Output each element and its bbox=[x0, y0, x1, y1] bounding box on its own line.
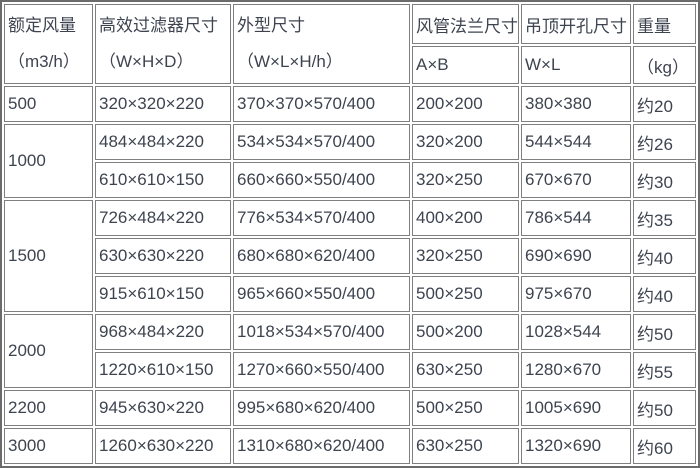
cell-weight: 约60 bbox=[633, 428, 696, 464]
header-filter-size-unit: （W×H×D） bbox=[99, 52, 194, 71]
cell-flange-size: 400×200 bbox=[412, 200, 519, 236]
cell-opening-size: 544×544 bbox=[521, 124, 631, 160]
cell-rated-flow: 1500 bbox=[4, 200, 93, 312]
table-row: 915×610×150 965×660×550/400 500×250 975×… bbox=[4, 276, 696, 312]
cell-weight: 约20 bbox=[633, 86, 696, 122]
cell-outer-size: 534×534×570/400 bbox=[233, 124, 410, 160]
cell-weight: 约50 bbox=[633, 390, 696, 426]
cell-outer-size: 1270×660×550/400 bbox=[233, 352, 410, 388]
cell-outer-size: 1310×680×620/400 bbox=[233, 428, 410, 464]
table-row: 2200 945×630×220 995×680×620/400 500×250… bbox=[4, 390, 696, 426]
cell-outer-size: 680×680×620/400 bbox=[233, 238, 410, 274]
cell-filter-size: 610×610×150 bbox=[95, 162, 231, 198]
cell-weight: 约50 bbox=[633, 314, 696, 350]
cell-opening-size: 690×690 bbox=[521, 238, 631, 274]
table-row: 610×610×150 660×660×550/400 320×250 670×… bbox=[4, 162, 696, 198]
cell-flange-size: 500×250 bbox=[412, 276, 519, 312]
table-row: 630×630×220 680×680×620/400 320×250 690×… bbox=[4, 238, 696, 274]
cell-opening-size: 975×670 bbox=[521, 276, 631, 312]
cell-filter-size: 915×610×150 bbox=[95, 276, 231, 312]
cell-flange-size: 320×250 bbox=[412, 238, 519, 274]
header-flange-size-unit: A×B bbox=[412, 46, 519, 84]
cell-weight: 约40 bbox=[633, 238, 696, 274]
cell-filter-size: 320×320×220 bbox=[95, 86, 231, 122]
cell-opening-size: 1028×544 bbox=[521, 314, 631, 350]
cell-rated-flow: 2000 bbox=[4, 314, 93, 388]
cell-opening-size: 1280×670 bbox=[521, 352, 631, 388]
header-weight-unit: （kg） bbox=[633, 46, 696, 84]
cell-flange-size: 630×250 bbox=[412, 352, 519, 388]
cell-weight: 约40 bbox=[633, 276, 696, 312]
cell-weight: 约55 bbox=[633, 352, 696, 388]
cell-opening-size: 380×380 bbox=[521, 86, 631, 122]
cell-rated-flow: 1000 bbox=[4, 124, 93, 198]
cell-filter-size: 484×484×220 bbox=[95, 124, 231, 160]
cell-opening-size: 670×670 bbox=[521, 162, 631, 198]
cell-flange-size: 320×250 bbox=[412, 162, 519, 198]
header-row-1: 额定风量 （m3/h） 高效过滤器尺寸 （W×H×D） 外型尺寸 （W×L×H/… bbox=[4, 4, 696, 84]
header-outer-size-unit: （W×L×H/h） bbox=[237, 52, 343, 71]
cell-flange-size: 320×200 bbox=[412, 124, 519, 160]
header-filter-size-title: 高效过滤器尺寸 bbox=[99, 16, 218, 35]
cell-flange-size: 200×200 bbox=[412, 86, 519, 122]
header-rated-flow: 额定风量 （m3/h） bbox=[4, 4, 93, 84]
cell-outer-size: 370×370×570/400 bbox=[233, 86, 410, 122]
cell-outer-size: 1018×534×570/400 bbox=[233, 314, 410, 350]
cell-flange-size: 500×200 bbox=[412, 314, 519, 350]
cell-filter-size: 1260×630×220 bbox=[95, 428, 231, 464]
cell-flange-size: 500×250 bbox=[412, 390, 519, 426]
header-opening-size-title: 吊顶开孔尺寸 bbox=[521, 4, 631, 44]
cell-weight: 约26 bbox=[633, 124, 696, 160]
cell-filter-size: 945×630×220 bbox=[95, 390, 231, 426]
cell-filter-size: 630×630×220 bbox=[95, 238, 231, 274]
table-row: 3000 1260×630×220 1310×680×620/400 630×2… bbox=[4, 428, 696, 464]
cell-outer-size: 776×534×570/400 bbox=[233, 200, 410, 236]
cell-opening-size: 1320×690 bbox=[521, 428, 631, 464]
header-weight-title: 重量 bbox=[633, 4, 696, 44]
cell-filter-size: 726×484×220 bbox=[95, 200, 231, 236]
header-rated-flow-unit: （m3/h） bbox=[8, 52, 80, 71]
table-row: 2000 968×484×220 1018×534×570/400 500×20… bbox=[4, 314, 696, 388]
cell-flange-size: 630×250 bbox=[412, 428, 519, 464]
cell-weight: 约30 bbox=[633, 162, 696, 198]
cell-rated-flow: 3000 bbox=[4, 428, 93, 464]
cell-filter-size: 1220×610×150 bbox=[95, 352, 231, 388]
cell-outer-size: 995×680×620/400 bbox=[233, 390, 410, 426]
header-row-2: A×B W×L （kg） bbox=[4, 46, 696, 84]
cell-outer-size: 660×660×550/400 bbox=[233, 162, 410, 198]
cell-outer-size: 965×660×550/400 bbox=[233, 276, 410, 312]
cell-weight: 约35 bbox=[633, 200, 696, 236]
cell-rated-flow: 2200 bbox=[4, 390, 93, 426]
table-row: 1000 484×484×220 534×534×570/400 320×200… bbox=[4, 124, 696, 198]
header-opening-size-unit: W×L bbox=[521, 46, 631, 84]
table-row: 1500 726×484×220 776×534×570/400 400×200… bbox=[4, 200, 696, 312]
table-row: 500 320×320×220 370×370×570/400 200×200 … bbox=[4, 86, 696, 122]
header-filter-size: 高效过滤器尺寸 （W×H×D） bbox=[95, 4, 231, 84]
cell-opening-size: 1005×690 bbox=[521, 390, 631, 426]
cell-rated-flow: 500 bbox=[4, 86, 93, 122]
header-flange-size-title: 风管法兰尺寸 bbox=[412, 4, 519, 44]
cell-filter-size: 968×484×220 bbox=[95, 314, 231, 350]
header-outer-size: 外型尺寸 （W×L×H/h） bbox=[233, 4, 410, 84]
header-outer-size-title: 外型尺寸 bbox=[237, 16, 305, 35]
table-row: 1220×610×150 1270×660×550/400 630×250 12… bbox=[4, 352, 696, 388]
cell-opening-size: 786×544 bbox=[521, 200, 631, 236]
header-rated-flow-title: 额定风量 bbox=[8, 16, 76, 35]
